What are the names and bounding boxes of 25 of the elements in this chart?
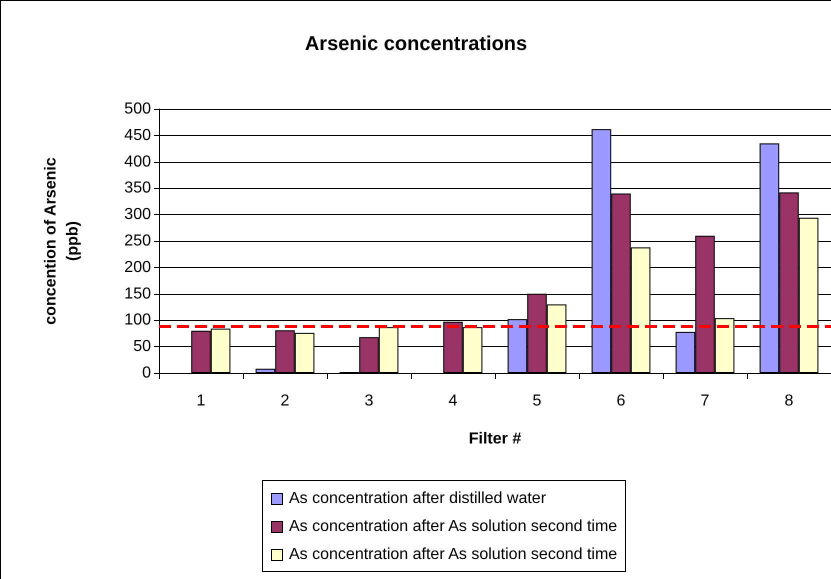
y-tick-label: 100 [124, 312, 152, 329]
y-tick-label: 400 [124, 153, 152, 170]
x-tick-label: 6 [616, 392, 626, 410]
y-tick-label: 250 [124, 232, 152, 250]
y-axis-title: concention of Arsenic (ppb) [42, 157, 82, 325]
legend-label: As concentration after As solution second time [289, 518, 618, 536]
y-tick-label: 350 [124, 180, 152, 197]
y-tick-label: 450 [124, 126, 152, 144]
x-tick-label: 8 [784, 392, 794, 410]
y-tick-label: 200 [124, 258, 152, 276]
x-tick-label: 5 [532, 392, 542, 410]
legend-label: As concentration after distilled water [289, 490, 546, 508]
y-tick-label: 50 [133, 338, 152, 356]
x-axis-title: Filter # [468, 430, 522, 448]
x-tick-label: 7 [700, 392, 710, 410]
x-tick-label: 1 [196, 392, 206, 410]
legend-label: As concentration after As solution second time [289, 546, 618, 564]
x-tick-label: 4 [448, 392, 458, 410]
x-tick-label: 3 [364, 392, 374, 410]
y-tick-label: 0 [142, 364, 152, 382]
y-tick-label: 300 [124, 206, 152, 224]
y-tick-label: 150 [124, 285, 152, 302]
chart-title: Arsenic concentrations [304, 33, 528, 55]
y-tick-label: 500 [124, 100, 152, 118]
x-tick-label: 2 [280, 392, 290, 410]
